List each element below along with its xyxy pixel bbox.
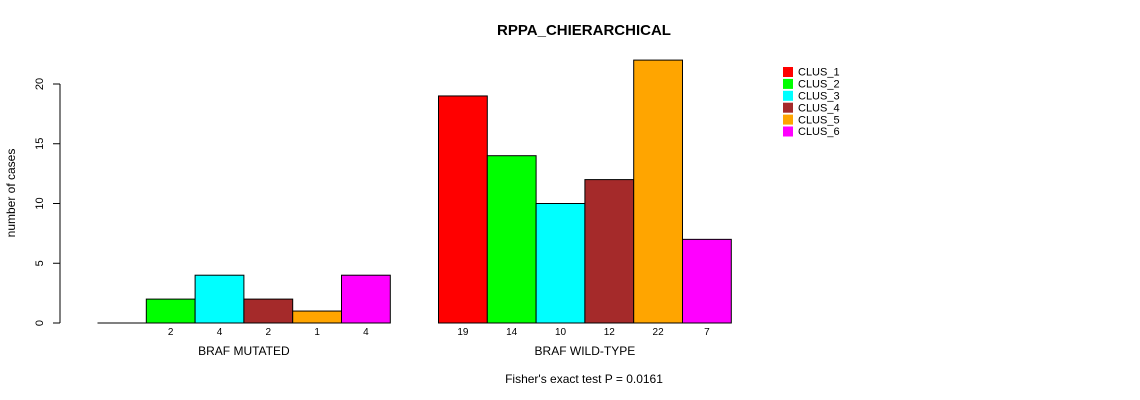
bar-value-label: 7 bbox=[704, 327, 710, 338]
bar bbox=[486, 155, 537, 324]
bar-value-label: 12 bbox=[604, 327, 616, 338]
y-axis: 0 5 10 15 20 bbox=[34, 78, 61, 326]
bar-value-label: 10 bbox=[555, 327, 567, 338]
bar bbox=[292, 310, 343, 324]
legend-label: CLUS_1 bbox=[798, 67, 840, 79]
bar bbox=[341, 274, 391, 324]
bar bbox=[438, 95, 488, 324]
bar-value-labels: 2 4 2 1 4 19 14 10 12 22 7 bbox=[168, 327, 710, 338]
y-tick-label: 10 bbox=[34, 197, 46, 209]
bar-value-label: 2 bbox=[168, 327, 174, 338]
legend-swatch bbox=[783, 114, 793, 125]
legend-swatch bbox=[783, 126, 793, 137]
legend-label: CLUS_4 bbox=[798, 102, 840, 114]
bar bbox=[584, 179, 635, 324]
bar-value-label: 2 bbox=[266, 327, 272, 338]
group-labels: BRAF MUTATED BRAF WILD-TYPE bbox=[198, 344, 635, 358]
bar-value-label: 14 bbox=[506, 327, 518, 338]
legend-label: CLUS_6 bbox=[798, 126, 840, 138]
bar-value-label: 1 bbox=[314, 327, 320, 338]
y-tick-label: 20 bbox=[34, 78, 46, 90]
legend-swatch bbox=[783, 102, 793, 113]
legend-swatch bbox=[783, 78, 793, 89]
bar-value-label: 4 bbox=[363, 327, 369, 338]
legend-label: CLUS_5 bbox=[798, 114, 840, 126]
chart-title: RPPA_CHIERARCHICAL bbox=[497, 22, 671, 39]
fisher-test-footer: Fisher's exact test P = 0.0161 bbox=[505, 372, 663, 386]
legend-label: CLUS_3 bbox=[798, 91, 840, 103]
bar bbox=[194, 274, 245, 324]
y-tick-label: 15 bbox=[34, 138, 46, 150]
y-tick-label: 5 bbox=[34, 260, 46, 266]
bar bbox=[682, 238, 732, 324]
bar bbox=[633, 59, 684, 324]
legend-swatch bbox=[783, 90, 793, 101]
y-axis-label: number of cases bbox=[4, 149, 18, 238]
group-label: BRAF MUTATED bbox=[198, 344, 290, 358]
bars bbox=[97, 59, 732, 324]
bar bbox=[243, 298, 294, 324]
y-tick-label: 0 bbox=[34, 320, 46, 326]
bar-value-label: 19 bbox=[457, 327, 469, 338]
bar-value-label: 4 bbox=[217, 327, 223, 338]
group-label: BRAF WILD-TYPE bbox=[535, 344, 636, 358]
bar bbox=[145, 298, 196, 324]
bar bbox=[535, 203, 586, 324]
legend-swatch bbox=[783, 67, 793, 77]
bar-value-label: 22 bbox=[653, 327, 665, 338]
legend-label: CLUS_2 bbox=[798, 79, 840, 91]
